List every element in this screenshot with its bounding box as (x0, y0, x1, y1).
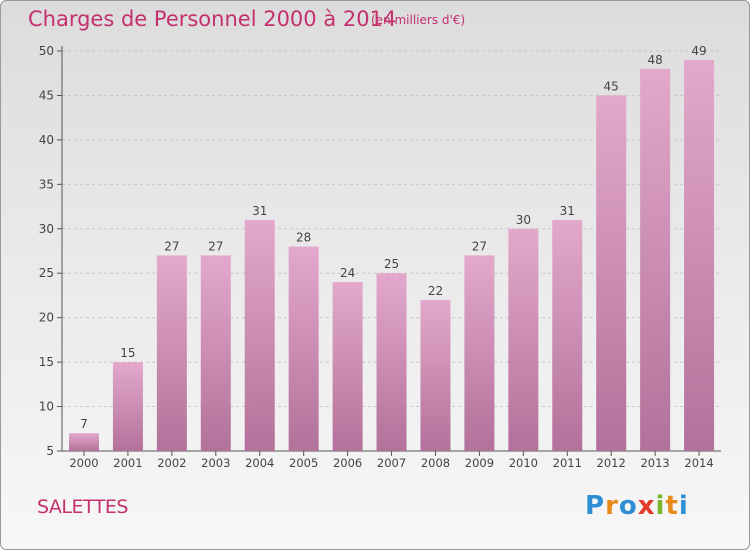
logo-letter: t (665, 491, 679, 521)
logo-letter: x (637, 491, 656, 521)
data-label: 31 (252, 204, 267, 218)
y-tick-label: 30 (39, 222, 54, 236)
y-tick-label: 15 (39, 355, 54, 369)
logo-letter: i (655, 491, 666, 521)
x-tick-label: 2008 (421, 456, 450, 470)
x-tick-label: 2010 (509, 456, 538, 470)
x-tick-label: 2014 (684, 456, 713, 470)
logo-letter: i (678, 491, 689, 521)
bar (288, 246, 319, 451)
y-tick-label: 40 (39, 133, 54, 147)
data-label: 49 (691, 44, 706, 58)
data-label: 31 (560, 204, 575, 218)
y-tick-label: 10 (39, 400, 54, 414)
x-tick-label: 2002 (157, 456, 186, 470)
location-label: SALETTES (37, 496, 128, 518)
data-label: 15 (120, 346, 135, 360)
bar (596, 95, 627, 451)
bar (69, 433, 99, 451)
y-tick-label: 20 (39, 311, 54, 325)
bar (464, 255, 495, 451)
y-tick-label: 50 (39, 44, 54, 58)
bar (332, 282, 363, 451)
x-tick-label: 2013 (640, 456, 669, 470)
bar (244, 219, 275, 451)
data-label: 27 (472, 239, 487, 253)
data-label: 7 (80, 417, 88, 431)
bar (376, 273, 407, 451)
data-label: 45 (604, 79, 619, 93)
bar (156, 255, 187, 451)
x-tick-label: 2003 (201, 456, 230, 470)
bar (200, 255, 231, 451)
y-tick-label: 5 (46, 444, 54, 458)
chart-title: Charges de Personnel 2000 à 2014 (28, 7, 397, 31)
x-tick-label: 2011 (553, 456, 582, 470)
x-tick-label: 2001 (113, 456, 142, 470)
data-label: 48 (647, 53, 662, 67)
y-tick-label: 45 (39, 88, 54, 102)
y-tick-label: 35 (39, 177, 54, 191)
x-tick-label: 2005 (289, 456, 318, 470)
x-tick-label: 2009 (465, 456, 494, 470)
data-label: 22 (428, 284, 443, 298)
x-tick-label: 2000 (69, 456, 98, 470)
data-label: 24 (340, 266, 355, 280)
bar (640, 68, 671, 452)
bar (508, 228, 539, 451)
x-tick-label: 2012 (597, 456, 626, 470)
bar (552, 219, 583, 451)
x-tick-label: 2006 (333, 456, 362, 470)
x-tick-label: 2007 (377, 456, 406, 470)
bar (420, 299, 451, 451)
data-label: 30 (516, 213, 531, 227)
bar (684, 59, 715, 452)
x-tick-label: 2004 (245, 456, 274, 470)
data-label: 28 (296, 231, 311, 245)
y-tick-label: 25 (39, 266, 54, 280)
data-label: 25 (384, 257, 399, 271)
chart-subtitle: (en milliers d'€) (371, 13, 466, 27)
logo-letter: r (605, 491, 619, 521)
bar (112, 362, 143, 451)
data-label: 27 (208, 239, 223, 253)
data-label: 27 (164, 239, 179, 253)
proxiti-logo: Proxiti (585, 491, 689, 521)
logo-letter: P (585, 491, 606, 521)
logo-letter: o (618, 491, 638, 521)
